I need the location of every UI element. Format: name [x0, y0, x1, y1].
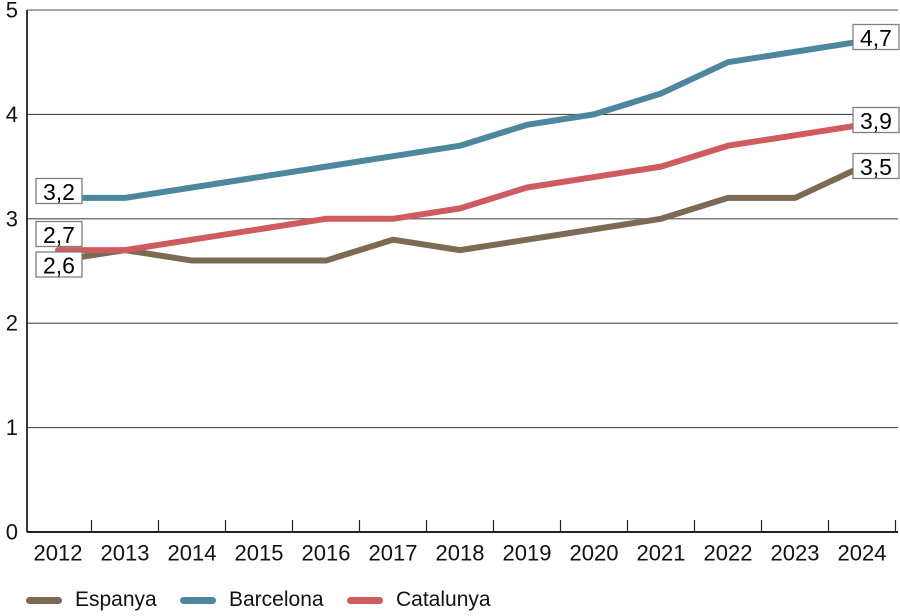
value-label-box-espanya-end [852, 152, 900, 180]
legend-swatch-espanya-icon [26, 596, 62, 604]
y-tick-label-2: 2 [6, 311, 18, 336]
legend-label-espanya: Espanya [75, 588, 157, 611]
series-line-catalunya [55, 121, 865, 254]
x-tick-label-2021: 2021 [637, 541, 686, 566]
legend-label-barcelona: Barcelona [229, 588, 324, 611]
x-tick-label-2016: 2016 [302, 541, 351, 566]
legend-swatch-catalunya-icon [347, 596, 383, 604]
x-tick-label-2024: 2024 [838, 541, 887, 566]
value-label-catalunya-end: 3,9 [860, 108, 892, 134]
x-tick-label-2022: 2022 [704, 541, 753, 566]
value-label-barcelona-start: 3,2 [43, 179, 75, 205]
value-label-espanya-start: 2,6 [43, 253, 75, 279]
value-label-espanya-end: 3,5 [860, 154, 892, 180]
x-tick-label-2012: 2012 [34, 541, 83, 566]
legend-item-catalunya: Catalunya [347, 586, 491, 614]
value-label-box-barcelona-end [852, 23, 900, 51]
y-tick-label-3: 3 [6, 206, 18, 231]
y-tick-label-5: 5 [6, 0, 18, 23]
value-label-box-barcelona-start [35, 177, 83, 205]
value-label-box-catalunya-start [35, 220, 83, 248]
x-tick-label-2023: 2023 [771, 541, 820, 566]
y-tick-label-4: 4 [6, 102, 18, 127]
x-tick-label-2013: 2013 [101, 541, 150, 566]
x-tick-label-2017: 2017 [369, 541, 418, 566]
value-label-box-espanya-start [35, 251, 83, 278]
x-tick-label-2020: 2020 [570, 541, 619, 566]
y-tick-label-0: 0 [6, 520, 18, 545]
value-label-catalunya-start: 2,7 [43, 222, 75, 248]
legend: Espanya Barcelona Catalunya [0, 586, 900, 614]
x-tick-label-2018: 2018 [436, 541, 485, 566]
y-tick-label-1: 1 [6, 415, 18, 440]
x-tick-label-2015: 2015 [235, 541, 284, 566]
value-label-barcelona-end: 4,7 [860, 25, 892, 51]
x-tick-label-2019: 2019 [503, 541, 552, 566]
legend-item-espanya: Espanya [26, 586, 157, 614]
value-label-box-catalunya-end [852, 106, 900, 134]
legend-label-catalunya: Catalunya [396, 588, 491, 611]
legend-swatch-barcelona-icon [180, 596, 216, 604]
x-tick-label-2014: 2014 [168, 541, 217, 566]
legend-item-barcelona: Barcelona [180, 586, 324, 614]
series-line-barcelona [55, 38, 865, 201]
series-line-espanya [55, 163, 865, 264]
